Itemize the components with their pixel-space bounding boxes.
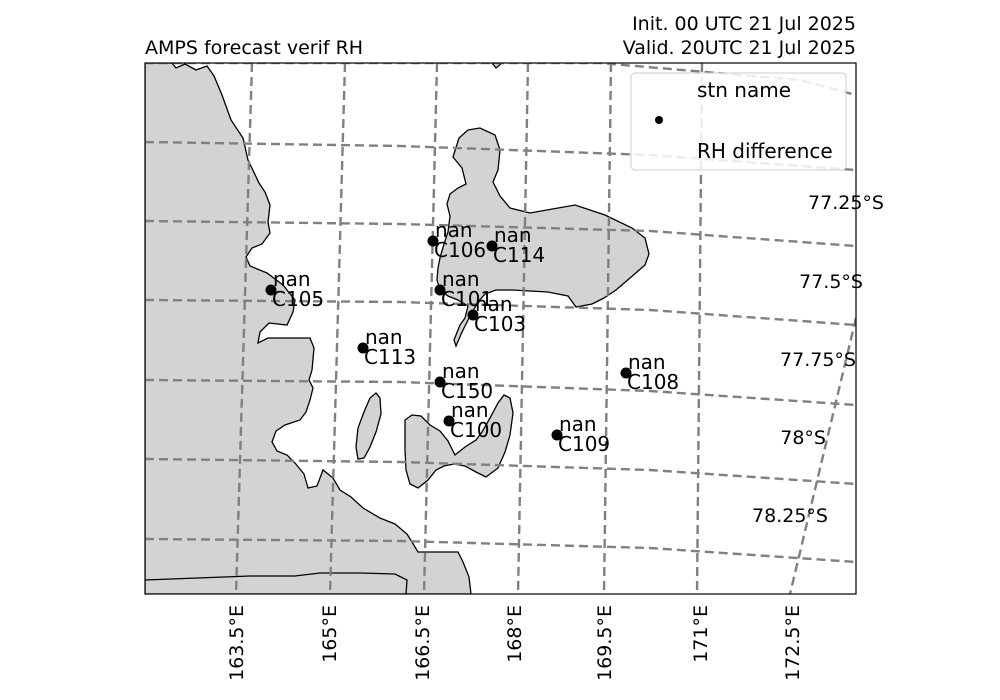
- station-name-label: C113: [364, 345, 416, 369]
- lon-label-171: 171°E: [690, 605, 712, 663]
- legend: stn name RH difference: [630, 72, 847, 171]
- station-marker: [467, 309, 479, 321]
- lon-label-163-5: 163.5°E: [226, 605, 248, 681]
- legend-value-label: RH difference: [697, 139, 833, 163]
- lat-label-78: 78°S: [780, 427, 826, 449]
- station-marker: [551, 429, 563, 441]
- lat-label-77-75: 77.75°S: [780, 349, 856, 371]
- map-title: AMPS forecast verif RH: [145, 37, 363, 59]
- station-marker: [620, 367, 632, 379]
- lon-label-165: 165°E: [319, 605, 341, 663]
- land-top-island: [491, 63, 504, 69]
- longitude-labels: 163.5°E 165°E 166.5°E 168°E 169.5°E 171°…: [226, 605, 804, 681]
- lat-label-77-25: 77.25°S: [808, 192, 884, 214]
- station-marker: [443, 415, 455, 427]
- station-name-label: C150: [441, 379, 493, 403]
- lat-label-78-25: 78.25°S: [752, 505, 828, 527]
- legend-stn-label: stn name: [697, 78, 791, 102]
- latitude-labels: 77.25°S 77.5°S 77.75°S 78°S 78.25°S: [752, 192, 884, 527]
- stations-layer: nanC106nanC114nanC105nanC101nanC103nanC1…: [265, 218, 679, 456]
- station-marker: [486, 240, 498, 252]
- station-value-label: nan: [442, 267, 480, 291]
- station-value-label: nan: [435, 218, 473, 242]
- station-name-label: C108: [627, 370, 679, 394]
- station-name-label: C106: [434, 238, 486, 262]
- valid-time: Valid. 20UTC 21 Jul 2025: [623, 37, 856, 59]
- station-value-label: nan: [451, 398, 489, 422]
- lon-label-169-5: 169.5°E: [594, 605, 616, 681]
- station-name-label: C103: [474, 312, 526, 336]
- init-time: Init. 00 UTC 21 Jul 2025: [632, 13, 856, 35]
- station-name-label: C114: [493, 243, 545, 267]
- station-value-label: nan: [628, 350, 666, 374]
- legend-marker: [655, 116, 663, 124]
- station-marker: [265, 284, 277, 296]
- station-marker: [434, 284, 446, 296]
- land-left: [145, 63, 472, 594]
- axes-frame: [144, 62, 857, 595]
- station-value-label: nan: [475, 292, 513, 316]
- legend-box: [630, 72, 847, 171]
- station-name-label: C100: [450, 418, 502, 442]
- lon-label-168: 168°E: [504, 605, 526, 663]
- graticule-latitude: [145, 63, 856, 564]
- station-value-label: nan: [442, 359, 480, 383]
- ross-island: [436, 127, 650, 348]
- station-value-label: nan: [273, 267, 311, 291]
- land-bottom: [145, 572, 408, 594]
- lon-label-166-5: 166.5°E: [412, 605, 434, 681]
- station-value-label: nan: [559, 412, 597, 436]
- station-marker: [357, 342, 369, 354]
- station-name-label: C109: [558, 432, 610, 456]
- black-island: [355, 392, 382, 460]
- lat-label-77-5: 77.5°S: [799, 271, 863, 293]
- station-name-label: C101: [441, 287, 493, 311]
- station-name-label: C105: [272, 287, 324, 311]
- station-marker: [434, 376, 446, 388]
- station-value-label: nan: [365, 325, 403, 349]
- station-value-label: nan: [494, 223, 532, 247]
- lon-label-172-5: 172.5°E: [782, 605, 804, 681]
- station-marker: [427, 235, 439, 247]
